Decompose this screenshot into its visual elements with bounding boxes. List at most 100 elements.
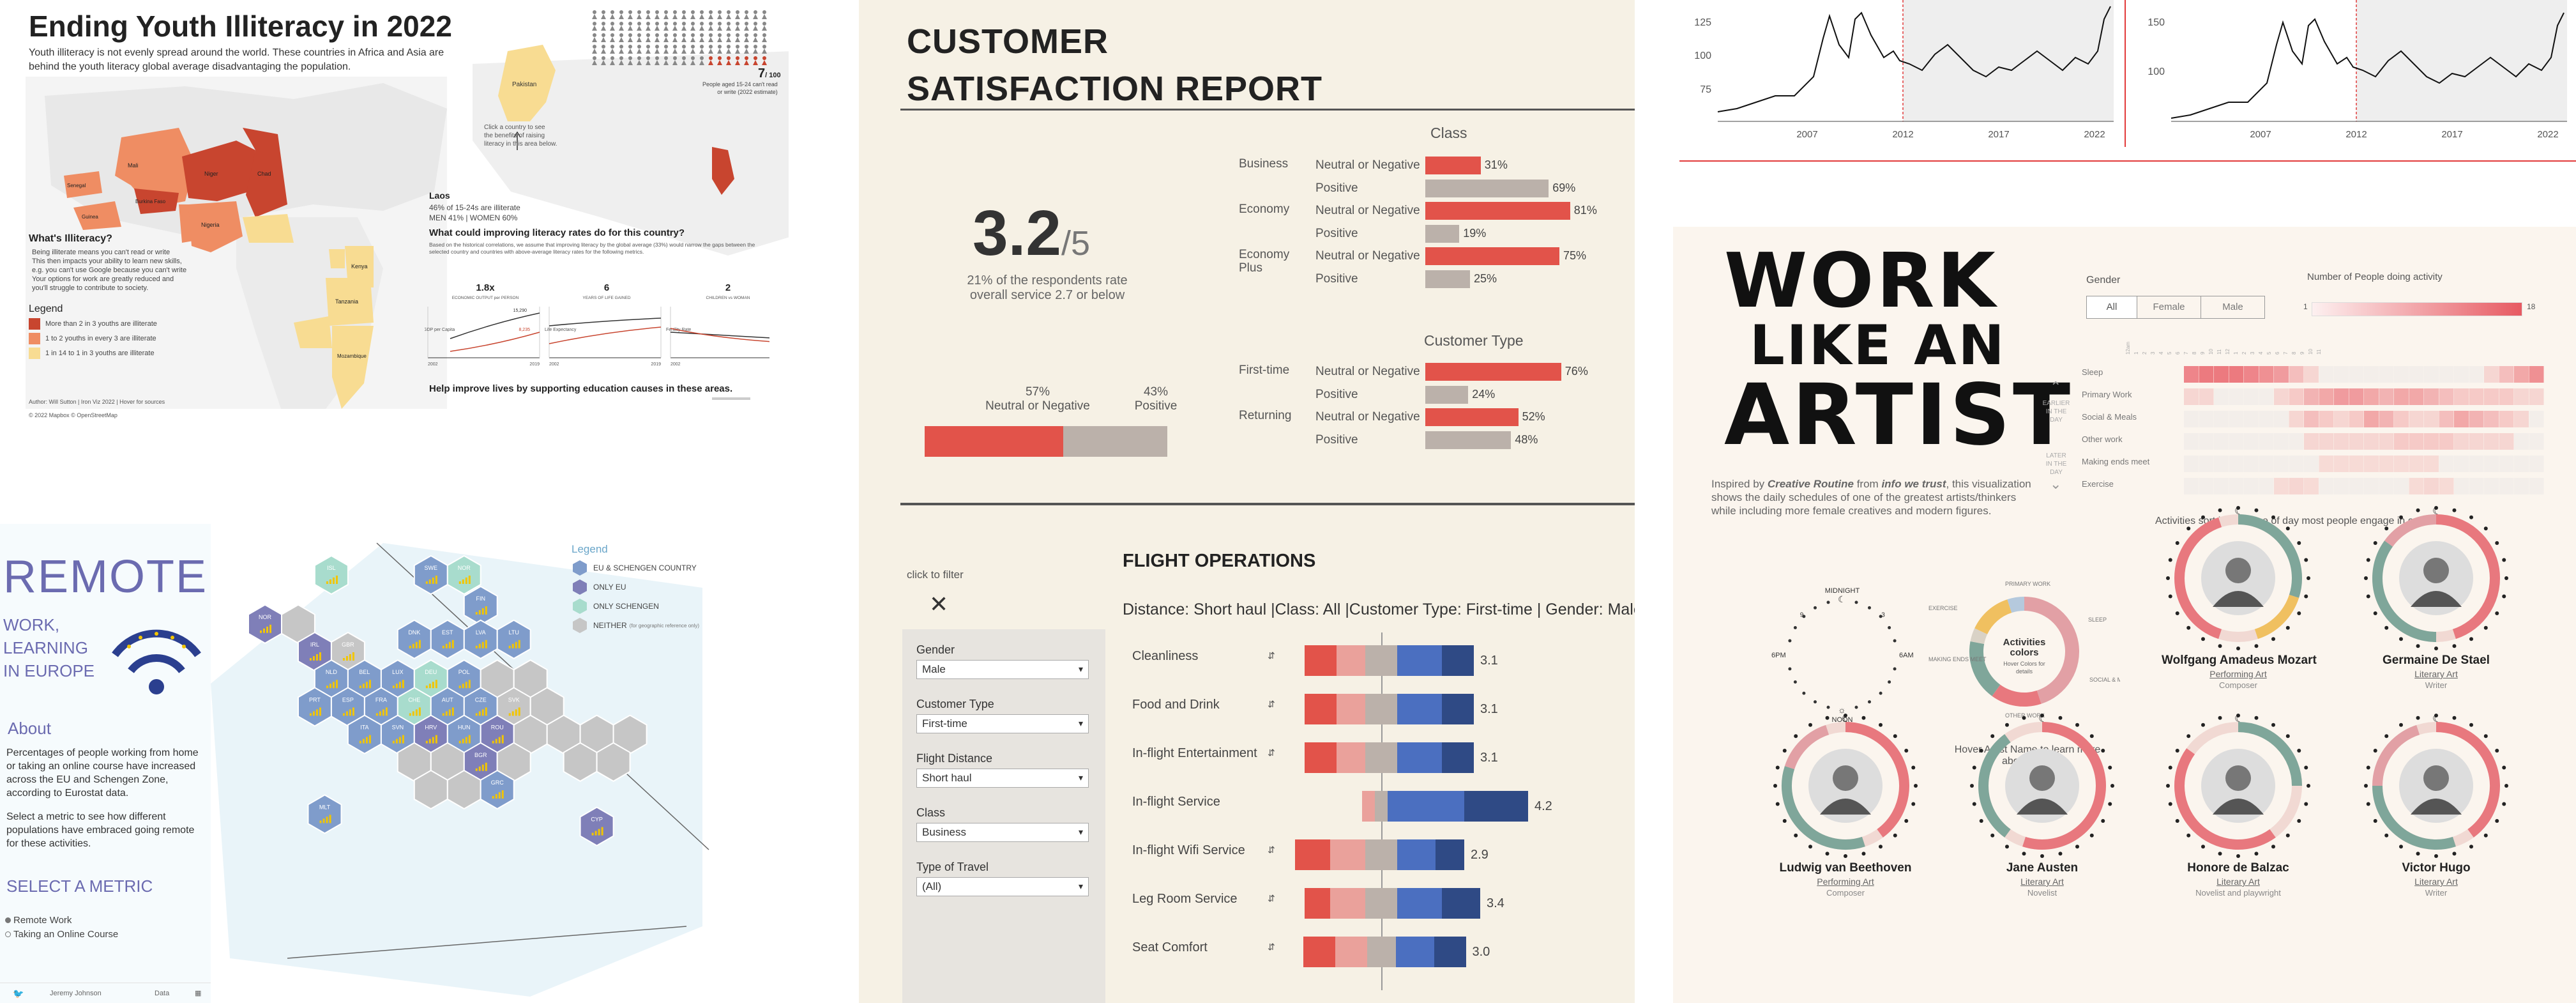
neg-bar[interactable]: [1425, 247, 1559, 265]
artist-name[interactable]: Jane Austen: [2006, 861, 2079, 875]
ops-bar-segment[interactable]: [1442, 645, 1474, 676]
country-hex[interactable]: ISL: [314, 555, 349, 595]
illiteracy-map[interactable]: Pakistan Mali Niger Chad Senegal Guinea …: [26, 26, 789, 415]
heatmap-cell[interactable]: [2514, 456, 2529, 472]
metric-radio-group[interactable]: Remote Work Taking an Online Course: [5, 914, 118, 942]
ops-bar-segment[interactable]: [1365, 742, 1397, 773]
ring-activity-arc[interactable]: [1845, 722, 1909, 838]
heatmap-cell[interactable]: [2364, 366, 2379, 383]
heatmap-cell[interactable]: [2349, 478, 2364, 494]
heatmap-cell[interactable]: [2229, 456, 2244, 472]
heatmap-cell[interactable]: [2349, 411, 2364, 427]
heatmap-cell[interactable]: [2394, 411, 2409, 427]
heatmap-cell[interactable]: [2319, 478, 2334, 494]
heatmap-cell[interactable]: [2499, 433, 2514, 450]
ops-bar-segment[interactable]: [1305, 694, 1337, 724]
heatmap-cell[interactable]: [2334, 366, 2349, 383]
heatmap-cell[interactable]: [2364, 478, 2379, 494]
color-legend-arc[interactable]: [2024, 597, 2079, 704]
heatmap-cell[interactable]: [2334, 456, 2349, 472]
artist-ring[interactable]: ☾: [2360, 709, 2513, 862]
ring-activity-arc[interactable]: [2238, 514, 2302, 598]
heatmap-cell[interactable]: [2439, 433, 2454, 450]
heatmap-cell[interactable]: [2529, 433, 2544, 450]
author-line[interactable]: Author: Will Sutton | Iron Viz 2022 | Ho…: [29, 399, 165, 405]
heatmap-cell[interactable]: [2289, 478, 2304, 494]
heatmap-cell[interactable]: [2244, 366, 2259, 383]
heatmap-cell[interactable]: [2289, 366, 2304, 383]
country-hex[interactable]: FIN: [463, 585, 498, 626]
pos-bar[interactable]: [1425, 225, 1460, 243]
europe-hex-map[interactable]: ISL SWE NOR FIN NOR IRL GBR DNK EST LVA LTU NLD BEL L…: [211, 524, 789, 1003]
heatmap-cell[interactable]: [2469, 388, 2484, 405]
heatmap-cell[interactable]: [2514, 366, 2529, 383]
ops-bar-segment[interactable]: [1388, 791, 1464, 822]
heatmap-cell[interactable]: [2214, 478, 2229, 494]
heatmap-cell[interactable]: [2409, 411, 2424, 427]
heatmap-cell[interactable]: [2184, 433, 2199, 450]
ring-activity-arc[interactable]: [2254, 594, 2299, 639]
heatmap-cell[interactable]: [2499, 388, 2514, 405]
pos-bar[interactable]: [1425, 270, 1470, 288]
heatmap-cell[interactable]: [2379, 366, 2394, 383]
heatmap-cell[interactable]: [2499, 366, 2514, 383]
heatmap-cell[interactable]: [2499, 411, 2514, 427]
heatmap-cell[interactable]: [2319, 433, 2334, 450]
neg-bar[interactable]: [1425, 157, 1481, 174]
heatmap-cell[interactable]: [2409, 433, 2424, 450]
ops-bar-segment[interactable]: [1365, 694, 1397, 724]
map-country-niger[interactable]: [182, 141, 255, 201]
heatmap-cell[interactable]: [2274, 388, 2289, 405]
artist-ring[interactable]: ☾: [1769, 709, 1922, 862]
heatmap-cell[interactable]: [2349, 456, 2364, 472]
heatmap-cell[interactable]: [2334, 478, 2349, 494]
scroll-up-icon[interactable]: ⌃: [2050, 379, 2062, 395]
heatmap-cell[interactable]: [2454, 478, 2469, 494]
heatmap-cell[interactable]: [2184, 388, 2199, 405]
heatmap-cell[interactable]: [2304, 478, 2319, 494]
ops-bar-segment[interactable]: [1337, 645, 1365, 676]
ring-activity-arc[interactable]: [2436, 514, 2500, 639]
heatmap-cell[interactable]: [2379, 388, 2394, 405]
heatmap-cell[interactable]: [2214, 433, 2229, 450]
heatmap-cell[interactable]: [2229, 388, 2244, 405]
heatmap-cell[interactable]: [2469, 433, 2484, 450]
heatmap-cell[interactable]: [2214, 366, 2229, 383]
sort-icon[interactable]: ⇵: [1268, 942, 1275, 952]
heatmap-cell[interactable]: [2454, 366, 2469, 383]
heatmap-cell[interactable]: [2454, 388, 2469, 405]
heatmap-cell[interactable]: [2259, 388, 2274, 405]
heatmap-cell[interactable]: [2454, 456, 2469, 472]
color-legend-arc[interactable]: [1992, 684, 2042, 707]
sort-icon[interactable]: ⇵: [1268, 650, 1275, 661]
heatmap-cell[interactable]: [2214, 456, 2229, 472]
ops-bar-segment[interactable]: [1365, 645, 1397, 676]
heatmap-cell[interactable]: [2379, 478, 2394, 494]
heatmap-cell[interactable]: [2259, 478, 2274, 494]
heatmap-cell[interactable]: [2244, 411, 2259, 427]
heatmap-cell[interactable]: [2214, 388, 2229, 405]
heatmap-cell[interactable]: [2394, 433, 2409, 450]
ops-bar-segment[interactable]: [1362, 791, 1375, 822]
ring-activity-arc[interactable]: [2384, 514, 2437, 547]
heatmap-cell[interactable]: [2304, 433, 2319, 450]
country-hex[interactable]: BGR: [463, 742, 498, 782]
artist-ring[interactable]: ☾: [2162, 709, 2315, 862]
heatmap-cell[interactable]: [2304, 411, 2319, 427]
split-bar-negative[interactable]: [925, 426, 1063, 457]
heatmap-cell[interactable]: [2349, 366, 2364, 383]
ops-bar-segment[interactable]: [1397, 839, 1436, 870]
heatmap-cell[interactable]: [2304, 456, 2319, 472]
filter-dropdown[interactable]: Business ▾: [916, 823, 1089, 842]
ops-bar-segment[interactable]: [1397, 645, 1442, 676]
ring-activity-arc[interactable]: [2372, 785, 2456, 850]
footer-author[interactable]: Jeremy Johnson: [50, 990, 102, 997]
heatmap-cell[interactable]: [2259, 433, 2274, 450]
heatmap-cell[interactable]: [2364, 456, 2379, 472]
pos-bar[interactable]: [1425, 386, 1469, 404]
map-country-guinea[interactable]: [73, 201, 121, 230]
heatmap-cell[interactable]: [2199, 433, 2214, 450]
heatmap-cell[interactable]: [2424, 411, 2439, 427]
heatmap-cell[interactable]: [2394, 388, 2409, 405]
